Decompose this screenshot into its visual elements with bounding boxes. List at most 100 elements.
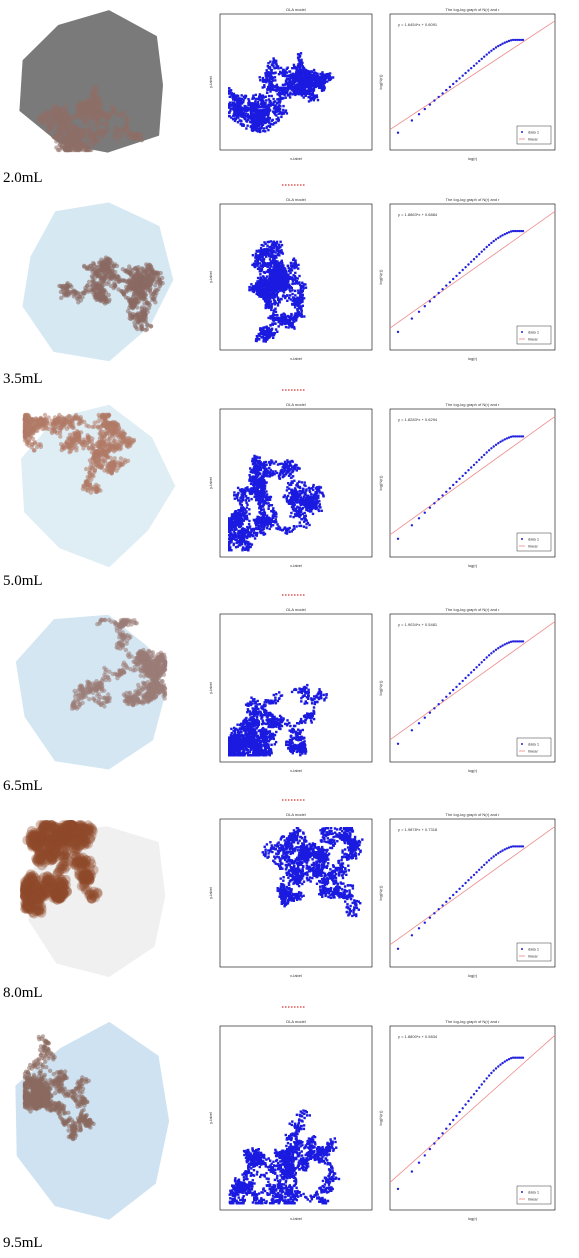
loglog-point	[429, 103, 431, 105]
dla-particle	[262, 275, 264, 277]
dla-particle	[267, 241, 269, 243]
dla-particle	[232, 107, 234, 109]
dla-particle	[262, 130, 264, 132]
dla-particle	[259, 262, 261, 264]
dla-particle	[286, 300, 288, 302]
dla-particle	[294, 290, 296, 292]
dla-particle	[298, 78, 300, 80]
dla-particle	[268, 119, 270, 121]
loglog-point	[478, 60, 480, 62]
dla-particle	[271, 278, 273, 280]
dla-particle	[274, 113, 276, 115]
dla-particle	[257, 109, 259, 111]
dla-particle	[251, 98, 253, 100]
dla-particle	[324, 76, 326, 78]
dla-particle	[265, 74, 267, 76]
loglog-point	[455, 80, 457, 82]
dla-particle	[256, 280, 258, 282]
photo-cluster	[129, 274, 133, 278]
dla-particle	[277, 297, 279, 299]
dla-particle	[292, 280, 294, 282]
photo-cluster	[139, 310, 143, 314]
dla-particle	[300, 52, 302, 54]
dla-particle	[262, 80, 264, 82]
photo-cluster	[121, 292, 125, 296]
loglog-point	[464, 72, 466, 74]
dla-particle	[282, 84, 284, 86]
dla-particle	[269, 273, 271, 275]
dla-particle	[310, 99, 312, 101]
dla-particle	[310, 70, 312, 72]
dla-particle	[311, 89, 313, 91]
dla-particle	[286, 112, 288, 114]
dla-particle	[257, 268, 259, 270]
dla-particle	[287, 265, 289, 267]
dla-particle	[275, 294, 277, 296]
dla-particle	[235, 118, 237, 120]
dla-particle	[312, 93, 314, 95]
dla-particle	[233, 102, 235, 104]
dla-particle	[321, 71, 323, 73]
dla-particle	[293, 82, 295, 84]
dla-particle	[294, 282, 296, 284]
dla-particle	[279, 89, 281, 91]
dla-particle	[251, 119, 253, 121]
dla-particle	[278, 325, 280, 327]
dla-particle	[310, 75, 312, 77]
loglog-point	[438, 96, 440, 98]
dla-particle	[264, 72, 266, 74]
dla-particle	[298, 303, 300, 305]
dla-particle	[275, 317, 277, 319]
dla-particle	[291, 289, 293, 291]
dla-particle	[272, 297, 274, 299]
photo-cluster	[63, 291, 67, 295]
photo-cluster	[76, 131, 80, 135]
dla-particle	[252, 288, 254, 290]
dla-particle	[285, 320, 287, 322]
dla-particle	[245, 127, 247, 129]
photo-cluster	[137, 132, 141, 136]
dla-particle	[270, 285, 272, 287]
dla-particle	[258, 96, 260, 98]
loglog-point	[486, 53, 488, 55]
dla-particle	[280, 272, 282, 274]
dla-particle	[291, 93, 293, 95]
dla-particle	[265, 296, 267, 298]
dla-particle	[323, 89, 325, 91]
dla-particle	[248, 286, 250, 288]
dla-particle	[292, 262, 294, 264]
dla-particle	[283, 291, 285, 293]
dla-particle	[256, 250, 258, 252]
photo-cluster	[88, 102, 92, 106]
dla-particle	[247, 114, 249, 116]
dla-particle	[294, 277, 296, 279]
loglog-point	[445, 89, 447, 91]
dla-particle	[266, 91, 268, 93]
dla-particle	[255, 283, 257, 285]
dla-particle	[286, 68, 288, 70]
dla-particle	[265, 256, 267, 258]
photo-cluster	[96, 138, 100, 142]
dla-particle	[282, 109, 284, 111]
dla-particle	[287, 286, 289, 288]
dla-particle	[282, 69, 284, 71]
loglog-point	[449, 86, 451, 88]
dla-particle	[305, 287, 307, 289]
legend-entry: linear	[528, 137, 538, 142]
loglog-point	[483, 56, 485, 58]
dla-particle	[278, 244, 280, 246]
dla-particle	[263, 288, 265, 290]
dla-particle	[282, 105, 284, 107]
dla-particle	[283, 316, 285, 318]
dla-particle	[239, 119, 241, 121]
dla-particle	[264, 118, 266, 120]
dla-particle	[317, 75, 319, 77]
dla-particle	[263, 293, 265, 295]
dla-particle	[271, 282, 273, 284]
dla-particle	[262, 86, 264, 88]
loglog-point	[458, 77, 460, 79]
loglog-point	[488, 51, 490, 53]
photo-cluster	[47, 128, 51, 132]
dla-particle	[273, 107, 275, 109]
